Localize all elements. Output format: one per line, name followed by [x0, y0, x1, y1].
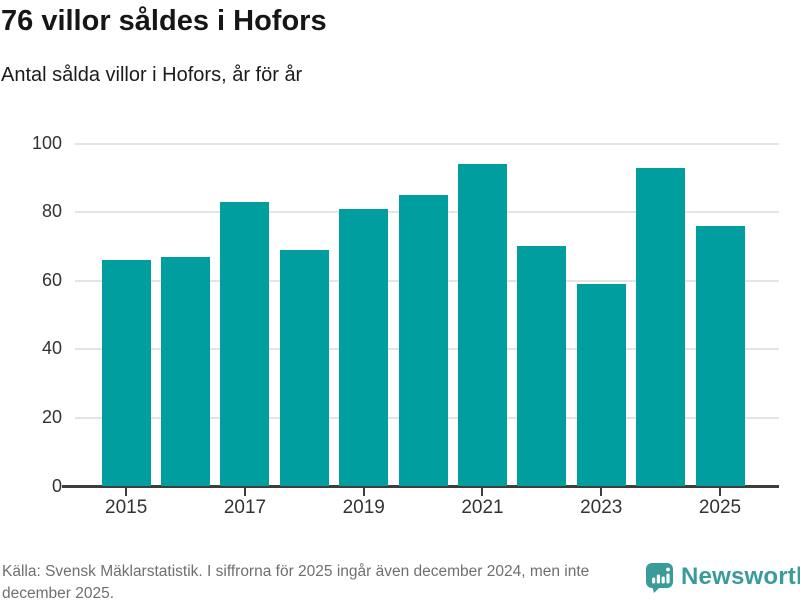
newsworthy-logo: Newsworthy — [645, 561, 800, 593]
bar-2023 — [576, 284, 626, 487]
x-tick-2017 — [243, 488, 246, 496]
bar-2021 — [457, 164, 507, 487]
newsworthy-bubble-chart-icon — [646, 563, 673, 593]
x-axis-label-2017: 2017 — [223, 496, 267, 518]
x-tick-2021 — [481, 488, 484, 496]
y-axis-label-80: 80 — [41, 201, 62, 222]
bar-2018 — [279, 249, 329, 487]
page-title: 76 villor såldes i Hofors — [1, 5, 327, 37]
x-tick-2025 — [719, 488, 721, 496]
newsworthy-wordmark: Newsworthy — [681, 563, 800, 590]
x-tick-2019 — [362, 488, 365, 496]
bar-2019 — [339, 208, 389, 487]
bar-2015 — [101, 260, 151, 487]
x-axis-label-2015: 2015 — [105, 496, 148, 518]
bar-2022 — [517, 246, 567, 487]
x-axis-label-2025: 2025 — [698, 496, 742, 518]
y-axis-label-60: 60 — [41, 269, 62, 290]
bar-2017 — [220, 201, 270, 487]
bar-2016 — [161, 256, 211, 487]
x-axis-label-2019: 2019 — [342, 496, 385, 518]
source-note: Källa: Svensk Mäklarstatistik. I siffror… — [2, 563, 590, 600]
gridline-100 — [75, 142, 779, 145]
bar-chart: 0 20 40 60 80 100 2015 2017 2019 2021 2023 2025 — [31, 132, 779, 518]
bar-2024 — [636, 167, 686, 487]
bar-2025 — [695, 225, 745, 487]
bar-2020 — [398, 194, 448, 487]
page-subtitle: Antal sålda villor i Hofors, år för år — [1, 64, 303, 86]
x-tick-2023 — [600, 488, 603, 496]
x-axis-label-2021: 2021 — [461, 496, 504, 518]
x-axis-line — [62, 485, 779, 488]
x-tick-2015 — [125, 488, 128, 496]
y-axis-label-0: 0 — [51, 475, 62, 496]
x-axis-label-2023: 2023 — [580, 496, 623, 518]
y-axis-label-100: 100 — [31, 132, 62, 153]
y-axis-label-40: 40 — [41, 338, 62, 359]
y-axis-label-20: 20 — [41, 406, 62, 427]
